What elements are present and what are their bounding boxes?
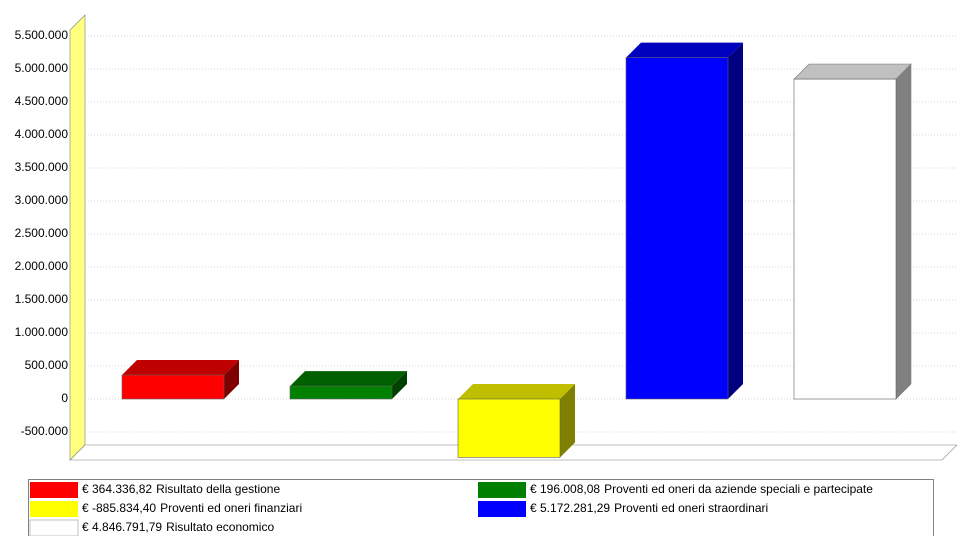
y-tick-label: 0 (61, 391, 68, 405)
bar (457, 398, 561, 458)
y-tick-label: 3.500.000 (15, 160, 69, 174)
legend-value: € 196.008,08 (530, 482, 600, 496)
legend-value: € 5.172.281,29 (530, 501, 610, 515)
bar (793, 78, 897, 400)
y-tick-label: 5.500.000 (15, 28, 69, 42)
legend-value: € 4.846.791,79 (82, 520, 162, 534)
legend-name: Risultato della gestione (156, 482, 280, 496)
side-wall (69, 14, 86, 461)
legend-name: Proventi ed oneri straordinari (614, 501, 768, 515)
bar-side (560, 384, 575, 458)
legend-name: Proventi ed oneri da aziende speciali e … (604, 482, 873, 496)
y-tick-label: 4.500.000 (15, 94, 69, 108)
legend-name: Risultato economico (166, 520, 274, 534)
y-tick-label: 500.000 (25, 358, 69, 372)
legend-label: € -885.834,40 Proventi ed oneri finanziar… (82, 501, 302, 515)
legend-value: € -885.834,40 (82, 501, 156, 515)
bar-top (626, 42, 743, 58)
bar (289, 385, 393, 400)
legend-label: € 196.008,08 Proventi ed oneri da aziende… (530, 482, 873, 496)
bar-side (392, 371, 407, 399)
y-tick-label: 3.000.000 (15, 193, 69, 207)
bar (121, 374, 225, 400)
y-tick-label: 1.000.000 (15, 325, 69, 339)
legend-label: € 364.336,82 Risultato della gestione (82, 482, 280, 496)
y-tick-label: 1.500.000 (15, 292, 69, 306)
bar-top (122, 359, 239, 375)
bar-top (290, 371, 407, 387)
bar-top (793, 63, 912, 80)
bar-side (224, 359, 239, 399)
y-tick-label: 2.500.000 (15, 226, 69, 240)
bar-top (458, 384, 575, 399)
bar-side (895, 63, 912, 400)
legend-value: € 364.336,82 (82, 482, 152, 496)
y-tick-label: 5.000.000 (15, 61, 69, 75)
y-tick-label: 4.000.000 (15, 127, 69, 141)
bar (625, 57, 729, 400)
y-tick-label: -500.000 (21, 424, 69, 438)
legend-swatch (30, 501, 78, 517)
legend-swatch (478, 482, 526, 498)
legend-swatch (29, 519, 79, 536)
y-tick-label: 2.000.000 (15, 259, 69, 273)
legend-swatch (478, 501, 526, 517)
legend-label: € 5.172.281,29 Proventi ed oneri straordi… (530, 501, 768, 515)
legend-label: € 4.846.791,79 Risultato economico (82, 520, 274, 534)
bar-side (728, 42, 743, 400)
legend-name: Proventi ed oneri finanziari (160, 501, 302, 515)
legend-swatch (30, 482, 78, 498)
